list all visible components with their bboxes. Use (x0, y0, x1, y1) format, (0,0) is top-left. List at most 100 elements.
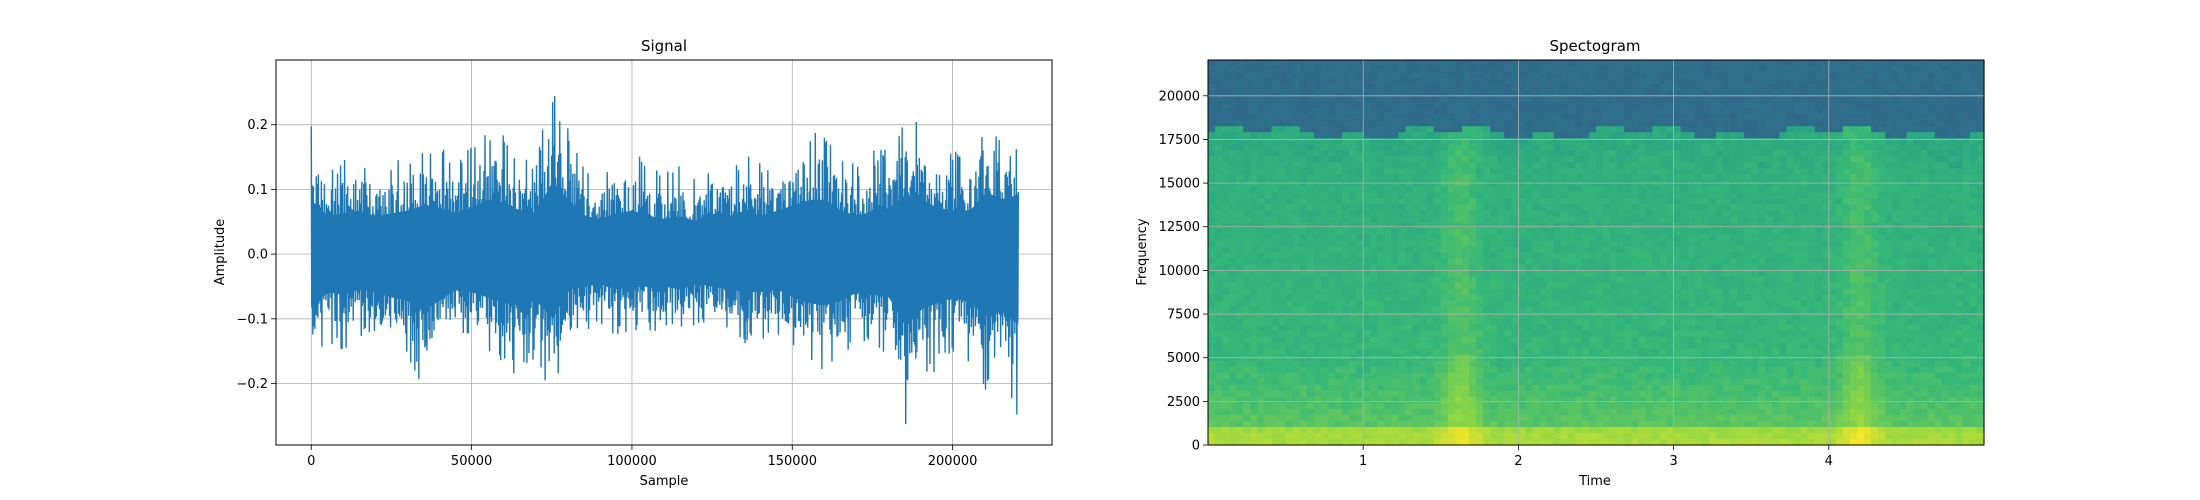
spectrogram-cell (1440, 210, 1449, 218)
spectrogram-cell (1631, 228, 1639, 236)
spectrogram-cell (1469, 84, 1477, 91)
spectrogram-cell (1236, 222, 1244, 230)
spectrogram-cell (1363, 246, 1371, 254)
spectrogram-cell (1546, 306, 1555, 314)
spectrogram-cell (1574, 420, 1583, 428)
spectrogram-cell (1694, 102, 1703, 109)
spectrogram-cell (1285, 210, 1294, 218)
spectrogram-cell (1694, 192, 1703, 199)
spectrogram-cell (1603, 300, 1611, 308)
spectrogram-cell (1553, 234, 1562, 242)
spectrogram-cell (1398, 378, 1407, 386)
spectrogram-cell (1666, 102, 1675, 109)
spectrogram-cell (1412, 96, 1421, 103)
spectrogram-cell (1320, 276, 1329, 284)
spectrogram-cell (1342, 102, 1350, 109)
spectrogram-cell (1292, 288, 1301, 296)
spectrogram-cell (1349, 96, 1357, 103)
spectrogram-cell (1320, 138, 1329, 145)
spectrogram-cell (1708, 330, 1717, 338)
spectrogram-cell (1708, 96, 1717, 103)
spectrogram-cell (1546, 180, 1555, 187)
spectrogram-cell (1603, 246, 1611, 254)
spectrogram-cell (1581, 150, 1590, 157)
spectrogram-cell (1490, 210, 1498, 218)
spectrogram-cell (1320, 246, 1329, 254)
spectrogram-cell (1596, 288, 1604, 296)
spectrogram-cell (1525, 252, 1534, 260)
spectrogram-cell (1666, 210, 1675, 218)
spectrogram-cell (1278, 66, 1287, 73)
spectrogram-cell (1673, 192, 1682, 199)
spectrogram-cell (1744, 192, 1752, 199)
spectrogram-cell (1596, 114, 1604, 121)
spectrogram-cell (1701, 132, 1710, 139)
spectrogram-cell (1384, 66, 1393, 73)
spectrogram-cell (1546, 300, 1555, 308)
spectrogram-cell (1208, 144, 1216, 151)
spectrogram-cell (1581, 132, 1590, 139)
spectrogram-cell (1518, 306, 1527, 314)
spectrogram-cell (1327, 204, 1336, 211)
spectrogram-cell (1539, 138, 1548, 145)
spectrogram-cell (1687, 366, 1696, 374)
spectrogram-cell (1490, 204, 1498, 211)
spectrogram-cell (1645, 234, 1654, 242)
spectrogram-cell (1370, 60, 1378, 67)
spectrogram-cell (1342, 90, 1350, 97)
spectrogram-cell (1497, 174, 1505, 181)
spectrogram-cell (1539, 144, 1548, 151)
spectrogram-cell (1490, 402, 1498, 410)
spectrogram-cell (1730, 192, 1738, 199)
spectrogram-cell (1504, 168, 1512, 175)
spectrogram-cell (1215, 276, 1223, 284)
spectrogram-cell (1440, 408, 1449, 416)
spectrogram-cell (1236, 396, 1244, 404)
spectrogram-cell (1659, 234, 1668, 242)
spectrogram-cell (1610, 126, 1618, 133)
spectrogram-cell (1504, 390, 1512, 398)
spectrogram-cell (1715, 102, 1724, 109)
spectrogram-cell (1553, 186, 1562, 193)
spectrogram-cell (1476, 408, 1484, 416)
spectrogram-cell (1694, 120, 1703, 127)
spectrogram-cell (1546, 174, 1555, 181)
spectrogram-cell (1278, 216, 1287, 224)
spectrogram-cell (1483, 192, 1491, 199)
spectrogram-cell (1701, 390, 1710, 398)
spectrogram-cell (1525, 72, 1534, 79)
spectrogram-cell (1391, 222, 1400, 230)
spectrogram-cell (1673, 288, 1682, 296)
spectrogram-cell (1257, 72, 1266, 79)
spectrogram-cell (1532, 240, 1541, 248)
spectrogram-cell (1497, 186, 1505, 193)
spectrogram-cell (1405, 96, 1414, 103)
spectrogram-cell (1652, 90, 1661, 97)
spectrogram-cell (1610, 192, 1618, 199)
spectrogram-cell (1518, 150, 1527, 157)
spectrogram-cell (1694, 276, 1703, 284)
spectrogram-cell (1581, 198, 1590, 205)
spectrogram-cell (1483, 390, 1491, 398)
spectrogram-cell (1454, 144, 1463, 151)
spectrogram-cell (1567, 294, 1576, 302)
spectrogram-cell (1511, 210, 1519, 218)
spectrogram-cell (1433, 96, 1442, 103)
spectrogram-cell (1208, 270, 1216, 278)
spectrogram-cell (1469, 228, 1477, 236)
spectrogram-cell (1694, 438, 1703, 446)
spectrogram-cell (1384, 108, 1393, 115)
spectrogram-cell (1306, 204, 1315, 211)
spectrogram-cell (1306, 300, 1315, 308)
spectrogram-cell (1497, 294, 1505, 302)
spectrogram-cell (1454, 102, 1463, 109)
spectrogram-cell (1610, 204, 1618, 211)
spectrogram-cell (1250, 66, 1258, 73)
spectrogram-cell (1694, 108, 1703, 115)
spectrogram-cell (1744, 216, 1752, 224)
spectrogram-cell (1222, 240, 1230, 248)
spectrogram-cell (1497, 162, 1505, 169)
spectrogram-cell (1581, 210, 1590, 218)
spectrogram-cell (1652, 336, 1661, 344)
spectrogram-cell (1645, 258, 1654, 266)
